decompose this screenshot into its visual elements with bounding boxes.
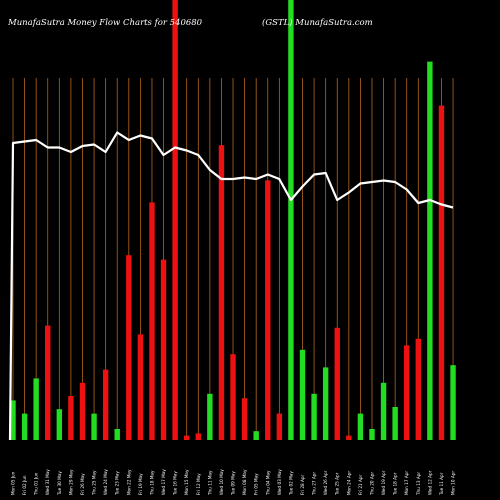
- bar: [21, 413, 28, 440]
- x-tick-label: Mon 29 May: [68, 469, 73, 495]
- bar: [230, 354, 236, 440]
- bar: [253, 431, 259, 440]
- x-tick-label: Wed 31 May: [45, 469, 50, 495]
- bar-series: [10, 0, 456, 440]
- bar: [218, 145, 225, 440]
- x-tick-label: Wed 10 May: [219, 469, 224, 495]
- x-tick-label: Fri 05 May: [254, 473, 259, 495]
- bar: [102, 369, 109, 440]
- bar: [334, 327, 340, 440]
- x-tick-label: Tue 02 May: [288, 471, 293, 496]
- money-flow-line: [8, 131, 454, 441]
- bar: [380, 382, 387, 440]
- x-tick-label: Mon 08 May: [242, 469, 247, 495]
- bar: [10, 400, 16, 440]
- x-tick-label: Thu 13 Apr: [416, 472, 421, 496]
- bar: [56, 409, 63, 440]
- bar: [415, 338, 421, 440]
- bar: [322, 367, 329, 440]
- bar: [45, 325, 51, 440]
- bar: [195, 433, 201, 440]
- chart-title-right: (GSTL) MunafaSutra.com: [262, 17, 373, 28]
- x-tick-label: Fri 28 Apr: [300, 474, 305, 495]
- x-tick-label: Tue 09 May: [231, 471, 236, 496]
- x-tick-label: Tue 18 Apr: [393, 472, 398, 496]
- bar: [33, 378, 39, 440]
- bar: [369, 429, 375, 440]
- bar: [299, 349, 306, 440]
- x-tick-label: Tue 25 Apr: [335, 472, 340, 496]
- x-tick-label: Fri 02 Jun: [22, 475, 27, 495]
- bar: [91, 413, 97, 440]
- x-tick-label: Wed 12 Apr: [427, 470, 432, 495]
- bar: [184, 435, 190, 440]
- x-tick-label: Thu 04 May: [265, 470, 270, 496]
- x-tick-label: Tue 30 May: [57, 471, 62, 496]
- bar: [438, 105, 445, 440]
- x-tick-label: Thu 11 May: [207, 470, 212, 496]
- bar: [357, 413, 364, 440]
- bar: [276, 413, 283, 440]
- x-tick-label: Wed 17 May: [161, 469, 166, 495]
- bar: [450, 365, 456, 440]
- bar: [265, 180, 271, 440]
- bar: [79, 382, 86, 440]
- bar: [288, 0, 294, 440]
- x-tick-label: Tue 16 May: [173, 471, 178, 496]
- bar: [149, 202, 155, 440]
- x-tick-label: Wed 24 May: [103, 469, 108, 495]
- bar: [68, 396, 74, 440]
- x-tick-label: Mon 15 May: [184, 469, 189, 495]
- x-tick-label: Mon 17 Apr: [404, 471, 409, 495]
- x-tick-label: Mon 22 May: [126, 469, 131, 495]
- x-tick-label: Wed 03 May: [277, 469, 282, 495]
- x-tick-label: Tue 23 May: [115, 471, 120, 496]
- bar: [114, 429, 120, 440]
- x-tick-label: Mon 05 Jun: [11, 471, 16, 495]
- x-tick-label: Thu 25 May: [92, 470, 97, 496]
- bar: [160, 259, 167, 440]
- bar: [404, 345, 410, 440]
- x-tick-label: Thu 27 Apr: [312, 472, 317, 496]
- x-tick-label: Thu 18 May: [150, 470, 155, 496]
- bar: [392, 407, 398, 440]
- x-tick-label: Thu 20 Apr: [370, 472, 375, 496]
- x-tick-label: Fri 19 May: [138, 473, 143, 495]
- x-tick-label: Wed 26 Apr: [323, 470, 328, 495]
- bar: [172, 0, 178, 440]
- bar: [241, 398, 248, 440]
- x-tick-label: Fri 21 Apr: [358, 474, 363, 495]
- x-tick-label: Wed 19 Apr: [381, 470, 386, 495]
- bar: [207, 393, 213, 440]
- x-tick-label: Fri 26 May: [80, 473, 85, 495]
- bar: [311, 393, 317, 440]
- x-tick-label: Fri 12 May: [196, 473, 201, 495]
- x-tick-label: Tue 11 Apr: [439, 472, 444, 496]
- x-tick-label: Thu 01 Jun: [34, 472, 39, 496]
- bar: [427, 61, 433, 440]
- x-tick-label: Mon 24 Apr: [346, 471, 351, 495]
- bar: [137, 334, 144, 440]
- bar: [346, 435, 352, 440]
- bar: [126, 255, 132, 440]
- x-tick-label: Mon 10 Apr: [451, 471, 456, 495]
- x-axis-tick-labels: Mon 05 Jun Fri 02 Jun Thu 01 Jun Wed 31 May…: [11, 469, 456, 496]
- chart-title-left: MunafaSutra Money Flow Charts for 540680: [7, 18, 203, 28]
